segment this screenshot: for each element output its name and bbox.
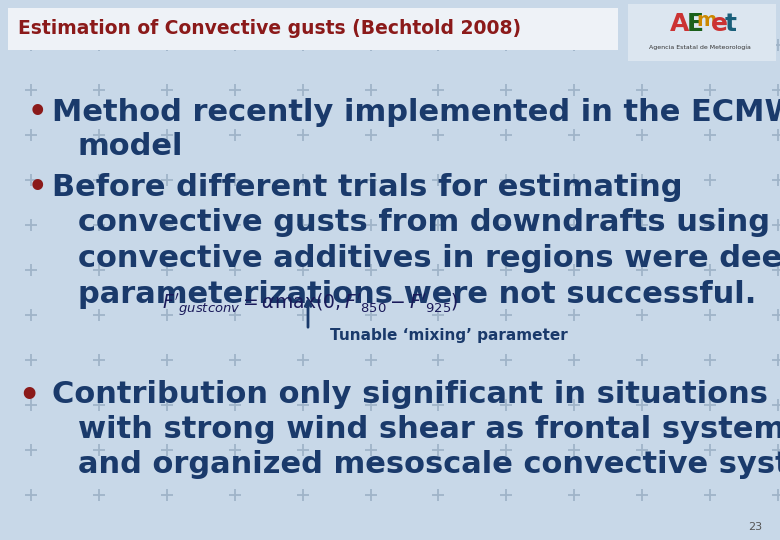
Text: E: E xyxy=(686,12,704,36)
Text: Contribution only significant in situations: Contribution only significant in situati… xyxy=(52,380,768,409)
Text: Estimation of Convective gusts (Bechtold 2008): Estimation of Convective gusts (Bechtold… xyxy=(18,19,521,38)
Text: •: • xyxy=(18,380,39,413)
Text: Agencia Estatal de Meteorología: Agencia Estatal de Meteorología xyxy=(649,44,751,50)
Text: convective additives in regions were deep: convective additives in regions were dee… xyxy=(78,244,780,273)
Text: $F'_{gustconv} = \alpha\max(0, F'_{850} - F'_{925})$: $F'_{gustconv} = \alpha\max(0, F'_{850} … xyxy=(161,292,459,319)
Text: convective gusts from downdrafts using: convective gusts from downdrafts using xyxy=(78,208,770,237)
Text: Method recently implemented in the ECMWF: Method recently implemented in the ECMWF xyxy=(52,98,780,127)
Text: t: t xyxy=(725,12,737,36)
Text: •: • xyxy=(28,98,48,127)
Text: with strong wind shear as frontal systems: with strong wind shear as frontal system… xyxy=(78,415,780,444)
Text: model: model xyxy=(78,132,183,161)
Text: A: A xyxy=(670,12,690,36)
Text: m: m xyxy=(696,10,716,30)
Text: Tunable ‘mixing’ parameter: Tunable ‘mixing’ parameter xyxy=(330,328,568,343)
FancyBboxPatch shape xyxy=(8,8,618,50)
Text: e: e xyxy=(711,12,728,36)
Text: and organized mesoscale convective systems: and organized mesoscale convective syste… xyxy=(78,450,780,479)
Text: 23: 23 xyxy=(748,522,762,532)
Text: parameterizations were not successful.: parameterizations were not successful. xyxy=(78,280,757,309)
FancyBboxPatch shape xyxy=(628,4,776,61)
Text: Before different trials for estimating: Before different trials for estimating xyxy=(52,173,682,202)
Text: •: • xyxy=(28,173,48,202)
